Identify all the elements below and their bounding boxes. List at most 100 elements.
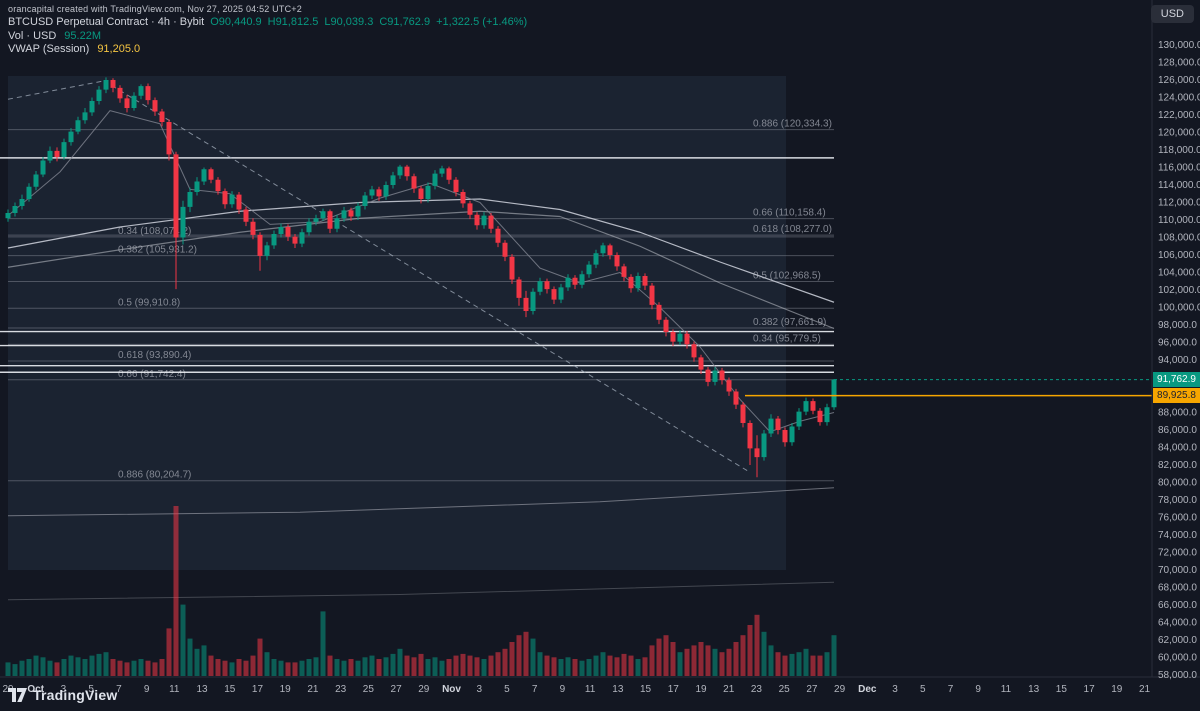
candle [740, 402, 746, 428]
candle [607, 243, 613, 260]
volume-bar [47, 660, 53, 676]
time-axis[interactable]: 29 Oct 3 5 7 9 11 13 15 17 19 21 23 25 27 29 Nov 3 5 7 9 11 13… [2, 684, 1150, 695]
volume-bar [250, 655, 256, 676]
time-axis-label: 15 [224, 684, 236, 695]
time-axis-label: 13 [196, 684, 208, 695]
candle [82, 108, 88, 124]
time-axis-label: 5 [920, 684, 926, 695]
volume-bar [194, 648, 200, 676]
volume-bar [523, 631, 529, 676]
price-axis-label: 82,000.0 [1158, 460, 1197, 471]
volume-bar [159, 659, 165, 676]
volume-bar [810, 655, 816, 676]
candle [467, 200, 473, 220]
volume-bar [782, 655, 788, 676]
candle [824, 403, 830, 426]
volume-bar [530, 638, 536, 676]
volume-bar [803, 648, 809, 676]
candle [782, 427, 788, 447]
fib-level-label: 0.886 (120,334.3) [753, 119, 832, 130]
candle [215, 177, 221, 195]
candle [789, 423, 795, 446]
time-axis-label: 9 [144, 684, 150, 695]
volume-bar [425, 659, 431, 676]
candle [47, 146, 53, 164]
candle [124, 94, 130, 113]
candle [488, 213, 494, 234]
volume-bar [474, 657, 480, 676]
candle [355, 202, 361, 220]
candle [383, 181, 389, 200]
candle [40, 157, 46, 178]
volume-bar [292, 662, 298, 676]
time-axis-label: 17 [668, 684, 680, 695]
price-axis-label: 122,000.0 [1158, 110, 1200, 121]
volume-bar [243, 660, 249, 676]
candle [663, 317, 669, 337]
volume-bar [299, 660, 305, 676]
candle [705, 367, 711, 387]
candle [600, 242, 606, 257]
candle [89, 97, 95, 116]
candle [614, 252, 620, 271]
candle [278, 223, 284, 238]
candle [684, 331, 690, 349]
volume-bar [453, 655, 459, 676]
candle [544, 278, 550, 294]
symbol-title[interactable]: BTCUSD Perpetual Contract · 4h · Bybit [8, 16, 205, 28]
ma-upper-line [7, 198, 835, 303]
volume-bar [285, 662, 291, 676]
candle [733, 388, 739, 409]
ohlc-low: L90,039.3 [324, 16, 374, 28]
candle [180, 200, 186, 245]
volume-bar [145, 660, 151, 676]
price-axis-label: 72,000.0 [1158, 548, 1197, 559]
volume-bar [684, 648, 690, 676]
volume-bar [572, 659, 578, 676]
fib-level-label: 0.382 (97,661.9) [753, 317, 826, 328]
price-axis-label: 78,000.0 [1158, 495, 1197, 506]
price-axis-label: 64,000.0 [1158, 618, 1197, 629]
volume-bar [278, 660, 284, 676]
candle [747, 420, 753, 465]
time-axis-label: 27 [806, 684, 818, 695]
time-axis-label: 13 [1028, 684, 1040, 695]
tradingview-logo[interactable]: TradingView [8, 687, 117, 703]
vwap-legend: VWAP (Session) 91,205.0 [8, 43, 140, 55]
time-axis-label: 21 [307, 684, 319, 695]
volume-bar [768, 645, 774, 676]
price-axis-label: 118,000.0 [1158, 145, 1200, 156]
price-axis[interactable]: 130,000.0 128,000.0 126,000.0 124,000.0 122,… [1158, 40, 1200, 681]
fib-level-label: 0.886 (80,204.7) [118, 470, 191, 481]
volume-bar [432, 657, 438, 676]
volume-bar [691, 645, 697, 676]
volume-bar [621, 653, 627, 676]
candle [558, 283, 564, 304]
symbol-legend: BTCUSD Perpetual Contract · 4h · Bybit O9… [8, 16, 527, 28]
volume-bar [705, 645, 711, 676]
vwap-value: 91,205.0 [97, 43, 141, 55]
volume-bar [537, 652, 543, 676]
time-axis-label: 9 [560, 684, 566, 695]
price-axis-label: 70,000.0 [1158, 565, 1197, 576]
candle [439, 165, 445, 178]
candle [831, 379, 837, 410]
candle [474, 212, 480, 230]
time-axis-label: 17 [1084, 684, 1096, 695]
currency-button[interactable]: USD [1150, 5, 1194, 23]
volume-label[interactable]: Vol · USD [8, 30, 57, 42]
candle [523, 290, 529, 318]
candle [26, 183, 32, 202]
volume-bar [257, 638, 263, 676]
time-axis-label: 7 [948, 684, 954, 695]
price-axis-label: 88,000.0 [1158, 408, 1197, 419]
candle [460, 189, 466, 208]
time-axis-label: 13 [612, 684, 624, 695]
candle [264, 241, 270, 261]
candle [208, 167, 214, 184]
candle [341, 206, 347, 222]
time-axis-label: Oct [27, 684, 44, 695]
candle [166, 119, 172, 161]
vwap-label[interactable]: VWAP (Session) [8, 43, 90, 55]
